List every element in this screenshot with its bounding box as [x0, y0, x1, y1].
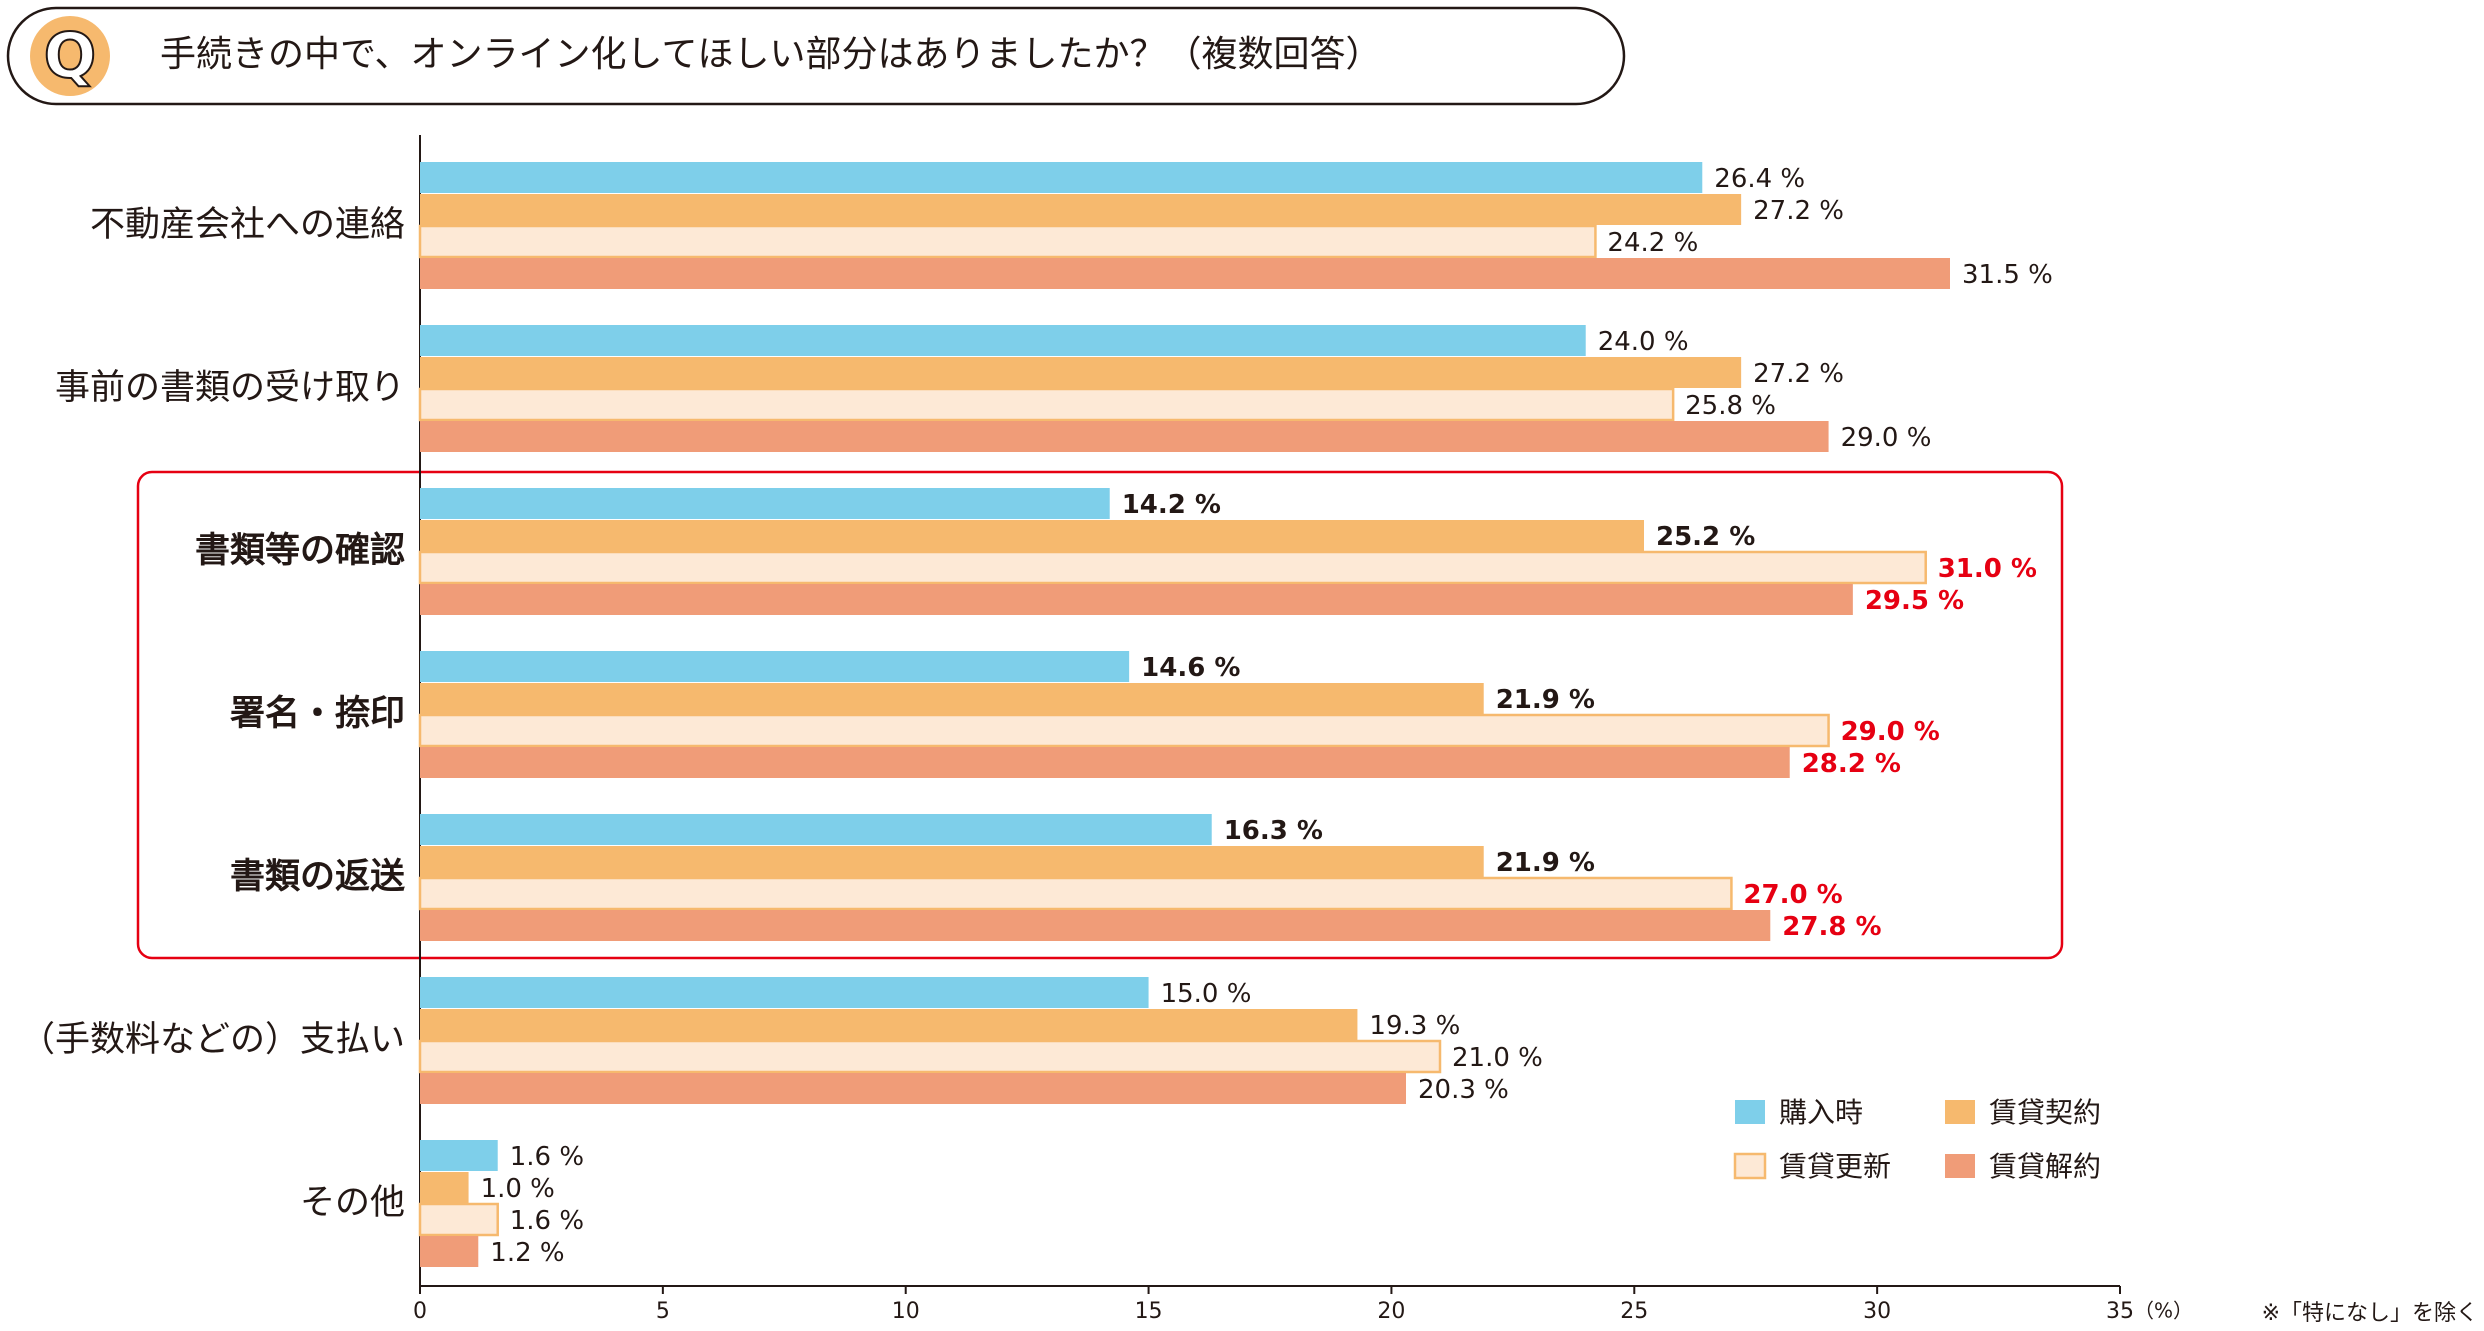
bar — [420, 910, 1771, 941]
x-tick-label: 35 — [2106, 1299, 2134, 1324]
x-tick-label: 0 — [413, 1299, 427, 1324]
value-label: 1.6 % — [510, 1142, 584, 1172]
bar — [420, 1009, 1358, 1040]
legend-swatch — [1945, 1154, 1975, 1178]
value-label: 27.0 % — [1743, 880, 1842, 910]
bar — [420, 1172, 469, 1203]
legend-swatch — [1733, 1152, 1767, 1180]
value-label: 14.2 % — [1122, 490, 1221, 520]
value-label: 28.2 % — [1802, 749, 1901, 779]
legend-label: 賃貸更新 — [1779, 1150, 1891, 1183]
value-label: 27.8 % — [1782, 912, 1881, 942]
x-tick-label: 25 — [1620, 1299, 1648, 1324]
bar — [420, 258, 1950, 289]
value-label: 26.4 % — [1714, 164, 1805, 194]
category-label: 署名・捺印 — [230, 694, 405, 734]
bar — [420, 814, 1212, 845]
value-label: 29.0 % — [1841, 717, 1940, 747]
bar — [420, 488, 1110, 519]
value-label: 15.0 % — [1161, 979, 1252, 1009]
bar — [418, 550, 1927, 585]
category-label: その他 — [300, 1183, 405, 1223]
x-unit: （%） — [2134, 1299, 2193, 1323]
x-tick-label: 20 — [1377, 1299, 1405, 1324]
legend-label: 賃貸契約 — [1989, 1096, 2101, 1129]
title-frame — [6, 6, 1626, 106]
bar — [420, 683, 1484, 714]
value-label: 1.0 % — [481, 1174, 555, 1204]
value-label: 24.0 % — [1598, 327, 1689, 357]
bar — [420, 846, 1484, 877]
legend-swatch — [1735, 1100, 1765, 1124]
bar — [418, 1039, 1442, 1074]
value-label: 21.0 % — [1452, 1043, 1543, 1073]
value-label: 31.0 % — [1938, 554, 2037, 584]
footnote: ※「特になし」を除く — [2262, 1301, 2478, 1326]
bar — [418, 876, 1733, 911]
category-label: 書類の返送 — [230, 857, 405, 897]
bar — [418, 387, 1675, 422]
bar — [420, 747, 1790, 778]
bar — [420, 651, 1130, 682]
x-tick-label: 5 — [656, 1299, 670, 1324]
value-label: 24.2 % — [1607, 228, 1698, 258]
bar — [420, 357, 1742, 388]
highlight-box — [136, 470, 2064, 960]
bar — [418, 1202, 499, 1237]
bar — [418, 224, 1597, 259]
legend-label: 賃貸解約 — [1989, 1150, 2101, 1183]
value-label: 27.2 % — [1753, 196, 1844, 226]
x-tick-label: 10 — [892, 1299, 920, 1324]
value-label: 29.5 % — [1865, 586, 1964, 616]
bar — [420, 421, 1829, 452]
bar — [420, 977, 1149, 1008]
value-label: 25.8 % — [1685, 391, 1776, 421]
value-label: 1.6 % — [510, 1206, 584, 1236]
bar — [420, 1140, 498, 1171]
bar — [420, 325, 1586, 356]
bar — [420, 1073, 1406, 1104]
chart-title: 手続きの中で、オンライン化してほしい部分はありましたか？（複数回答） — [160, 34, 1381, 75]
value-label: 16.3 % — [1224, 816, 1323, 846]
value-label: 14.6 % — [1141, 653, 1240, 683]
x-tick-label: 30 — [1863, 1299, 1891, 1324]
category-label: 不動産会社への連絡 — [90, 205, 405, 245]
legend-swatch — [1945, 1100, 1975, 1124]
category-label: 事前の書類の受け取り — [55, 368, 405, 408]
value-label: 1.2 % — [490, 1238, 564, 1268]
value-label: 31.5 % — [1962, 260, 2053, 290]
legend-label: 購入時 — [1779, 1096, 1863, 1129]
value-label: 21.9 % — [1496, 848, 1595, 878]
value-label: 27.2 % — [1753, 359, 1844, 389]
value-label: 29.0 % — [1841, 423, 1932, 453]
bar — [418, 713, 1830, 748]
category-label: 書類等の確認 — [195, 531, 405, 571]
x-tick-label: 15 — [1135, 1299, 1163, 1324]
value-label: 19.3 % — [1369, 1011, 1460, 1041]
category-label: （手数料などの）支払い — [20, 1020, 405, 1060]
title-icon-bg — [30, 16, 110, 96]
bar — [420, 162, 1703, 193]
bar — [420, 584, 1853, 615]
value-label: 25.2 % — [1656, 522, 1755, 552]
title-icon: Q — [44, 19, 97, 92]
value-label: 20.3 % — [1418, 1075, 1509, 1105]
value-label: 21.9 % — [1496, 685, 1595, 715]
bar — [420, 520, 1644, 551]
bar — [420, 1236, 479, 1267]
bar — [420, 194, 1742, 225]
